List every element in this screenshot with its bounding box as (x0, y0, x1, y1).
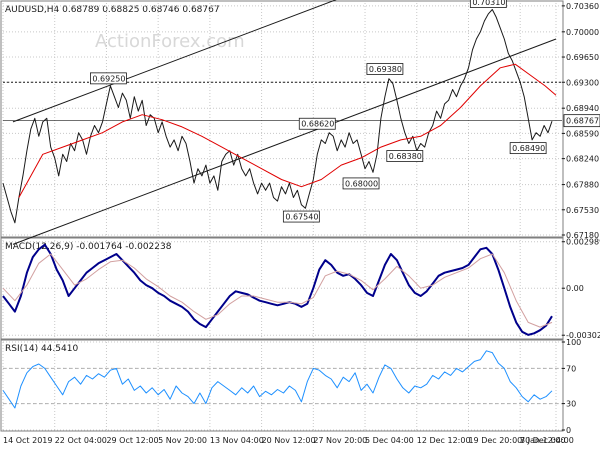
x-tick-label: 7 Jan 12:00 (520, 436, 566, 445)
price-annotation-box (509, 142, 547, 155)
y-tick-label: 70 (566, 364, 576, 373)
rsi-title: RSI(14) 44.5410 (5, 344, 78, 354)
price-annotation-label: 0.70310 (472, 0, 505, 7)
price-annotation-box (298, 117, 336, 130)
price-annotation-box (366, 63, 404, 75)
signal-line-series (2, 253, 553, 328)
grid-layer (2, 3, 562, 431)
price-series (2, 9, 553, 224)
rsi-panel-frame (0, 339, 564, 432)
annotations-layer: 0.69250 0.69380 0.70310 0.68620 0.68380 0.680… (90, 0, 547, 223)
macd-line-series (2, 243, 553, 336)
y-tick-label: 0.67880 (566, 181, 599, 190)
price-annotation-box (386, 150, 424, 162)
price-annotation-label: 0.68000 (345, 179, 378, 188)
price-annotation-label: 0.67540 (285, 213, 318, 222)
y-tick-label: 0.70360 (566, 2, 599, 11)
channel-line (12, 38, 557, 245)
y-tick-label: 0.67530 (566, 206, 599, 215)
last-price-label: 0.68767 (566, 117, 599, 126)
channel-line (12, 0, 337, 123)
y-tick-label: 0 (566, 426, 571, 435)
series-layer (2, 0, 557, 409)
price-annotation-label: 0.69380 (369, 65, 402, 74)
watermark: ActionForex.com (95, 31, 245, 52)
x-tick-label: 20 Nov 12:00 (262, 436, 316, 445)
y-tick-label: 0.68240 (566, 155, 599, 164)
price-annotation-box (282, 210, 320, 223)
y-tick-label: 0.70000 (566, 28, 599, 37)
last-price-box (563, 114, 600, 128)
y-tick-label: 0.69650 (566, 53, 599, 62)
x-tick-label: 5 Nov 20:00 (158, 436, 207, 445)
price-panel-frame (0, 0, 564, 238)
y-tick-label: 0.00 (566, 284, 584, 293)
y-tick-label: 0.69300 (566, 78, 599, 87)
x-tick-label: 27 Nov 20:00 (313, 436, 367, 445)
price-annotation-label: 0.68380 (389, 152, 422, 161)
symbol-header: AUDUSD,H4 0.68789 0.68825 0.68746 0.6876… (5, 5, 220, 15)
price-annotation-box (90, 72, 127, 85)
x-tick-label: 13 Nov 04:00 (210, 436, 264, 445)
y-tick-label: 0.68590 (566, 129, 599, 138)
moving-average-series (18, 63, 557, 198)
y-tick-label: 0.002989 (566, 238, 600, 247)
x-tick-label: 14 Oct 2019 (3, 436, 52, 445)
axes-layer: 14 Oct 2019 22 Oct 04:00 29 Oct 12:00 5 Nov… (3, 2, 600, 445)
rsi-series (2, 350, 553, 409)
x-tick-label: 12 Dec 12:00 (417, 436, 471, 445)
price-annotation-box (342, 177, 380, 190)
y-tick-label: 30 (566, 400, 576, 409)
macd-title: MACD(12,26,9) -0.001764 -0.002238 (5, 242, 172, 252)
price-annotation-label: 0.69250 (92, 74, 125, 83)
x-tick-label: 5 Dec 04:00 (365, 436, 414, 445)
x-tick-label: 22 Oct 04:00 (55, 436, 107, 445)
y-tick-label: 100 (566, 338, 581, 347)
y-tick-label: 0.68940 (566, 104, 599, 113)
x-tick-label: 19 Dec 20:00 (468, 436, 522, 445)
x-tick-label: 29 Oct 12:00 (106, 436, 158, 445)
y-tick-label: 0.67180 (566, 231, 599, 240)
price-annotation-box (469, 0, 507, 8)
x-tick-label: 30 Dec 04:00 (520, 436, 574, 445)
price-annotation-label: 0.68490 (512, 144, 545, 153)
price-annotation-label: 0.68620 (301, 120, 334, 129)
